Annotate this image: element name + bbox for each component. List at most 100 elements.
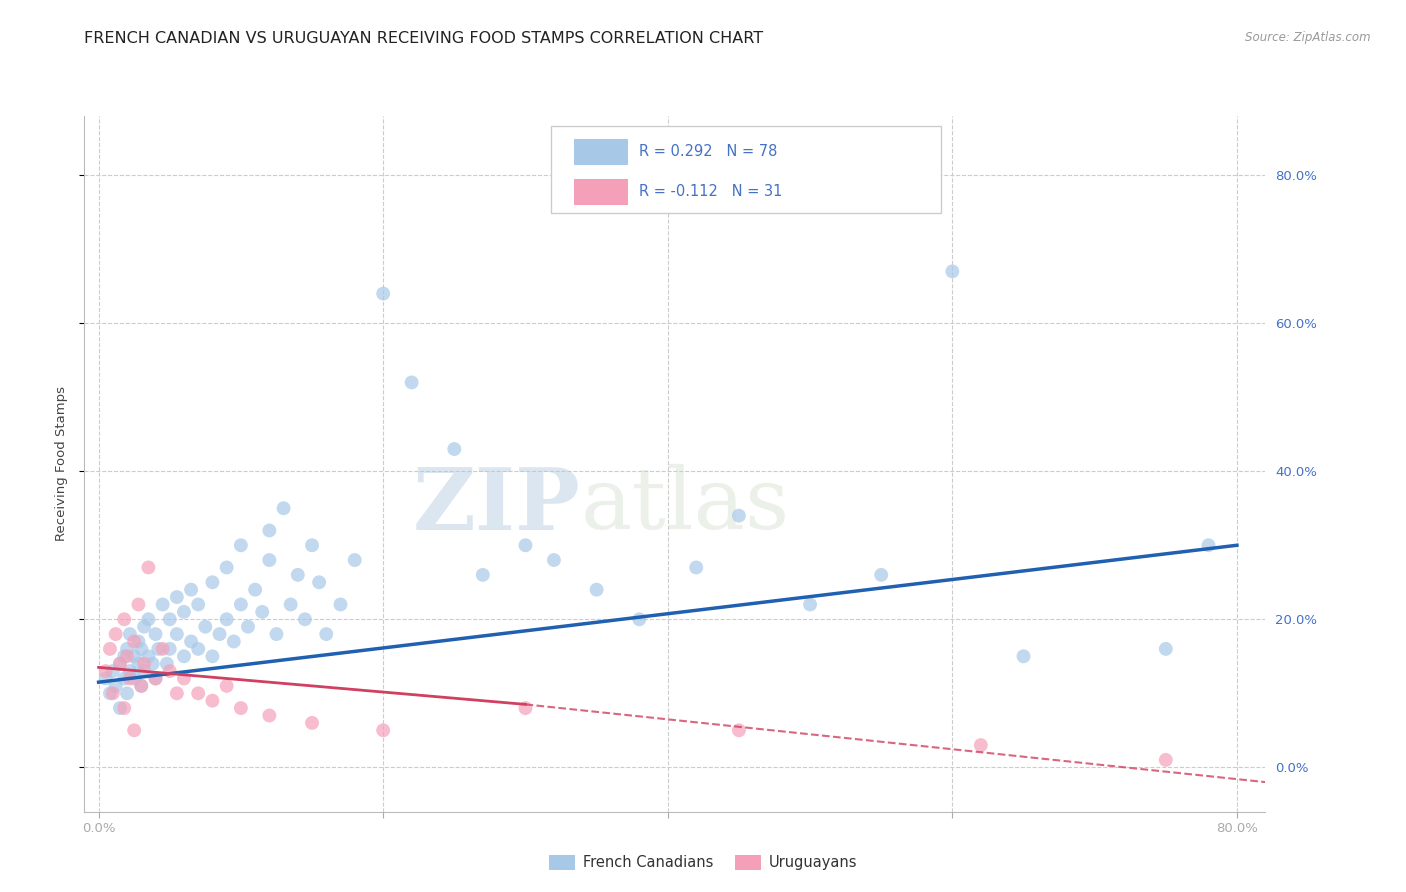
- Point: [129, 641, 152, 656]
- Point: [115, 686, 138, 700]
- Point: [118, 664, 141, 678]
- Point: [112, 701, 135, 715]
- Point: [173, 649, 195, 664]
- Point: [127, 598, 149, 612]
- Point: [180, 634, 202, 648]
- Point: [215, 612, 238, 626]
- Point: [222, 634, 245, 648]
- Point: [118, 672, 141, 686]
- Point: [173, 672, 195, 686]
- Point: [543, 553, 565, 567]
- Point: [180, 582, 202, 597]
- Point: [98, 641, 121, 656]
- Point: [134, 664, 156, 678]
- Point: [471, 567, 494, 582]
- Point: [101, 686, 124, 700]
- Point: [315, 627, 337, 641]
- Point: [343, 553, 366, 567]
- Point: [138, 560, 160, 574]
- Point: [585, 582, 607, 597]
- Point: [194, 620, 217, 634]
- Point: [201, 649, 224, 664]
- Point: [122, 672, 145, 686]
- Point: [159, 612, 181, 626]
- Point: [166, 686, 188, 700]
- Point: [259, 708, 281, 723]
- Point: [273, 501, 295, 516]
- Point: [115, 641, 138, 656]
- Point: [156, 657, 179, 671]
- Bar: [575, 139, 627, 165]
- Point: [94, 664, 117, 678]
- Text: R = -0.112   N = 31: R = -0.112 N = 31: [640, 185, 783, 200]
- Point: [728, 508, 751, 523]
- Point: [129, 679, 152, 693]
- Point: [112, 649, 135, 664]
- Point: [127, 657, 149, 671]
- Point: [373, 286, 395, 301]
- Point: [166, 590, 188, 604]
- Point: [208, 627, 231, 641]
- Point: [799, 598, 821, 612]
- Point: [134, 657, 156, 671]
- Text: ZIP: ZIP: [412, 464, 581, 548]
- Point: [112, 612, 135, 626]
- Point: [294, 612, 316, 626]
- Point: [685, 560, 707, 574]
- Point: [443, 442, 465, 456]
- Point: [101, 664, 124, 678]
- Point: [138, 612, 160, 626]
- Point: [187, 598, 209, 612]
- Point: [108, 657, 131, 671]
- Point: [280, 598, 302, 612]
- Point: [108, 657, 131, 671]
- Point: [187, 641, 209, 656]
- Point: [329, 598, 352, 612]
- Point: [129, 679, 152, 693]
- Point: [628, 612, 651, 626]
- Y-axis label: Receiving Food Stamps: Receiving Food Stamps: [55, 386, 67, 541]
- Point: [515, 538, 537, 552]
- Point: [159, 664, 181, 678]
- Point: [145, 627, 167, 641]
- Point: [187, 686, 209, 700]
- Point: [515, 701, 537, 715]
- Point: [201, 575, 224, 590]
- Point: [104, 679, 127, 693]
- Point: [1198, 538, 1220, 552]
- Point: [115, 649, 138, 664]
- Point: [301, 715, 323, 730]
- Point: [152, 641, 174, 656]
- Point: [229, 701, 252, 715]
- Point: [266, 627, 288, 641]
- Text: atlas: atlas: [581, 464, 790, 547]
- Point: [259, 524, 281, 538]
- Point: [104, 627, 127, 641]
- Point: [118, 627, 141, 641]
- Point: [134, 620, 156, 634]
- Point: [229, 598, 252, 612]
- Point: [301, 538, 323, 552]
- Point: [159, 641, 181, 656]
- Text: R = 0.292   N = 78: R = 0.292 N = 78: [640, 145, 778, 160]
- Point: [870, 567, 893, 582]
- Point: [148, 641, 170, 656]
- Bar: [575, 178, 627, 205]
- Point: [98, 686, 121, 700]
- Point: [373, 723, 395, 738]
- Point: [236, 620, 259, 634]
- Point: [145, 672, 167, 686]
- Point: [970, 738, 993, 752]
- Point: [259, 553, 281, 567]
- Point: [122, 723, 145, 738]
- Point: [215, 679, 238, 693]
- Point: [1012, 649, 1035, 664]
- Point: [112, 672, 135, 686]
- Text: FRENCH CANADIAN VS URUGUAYAN RECEIVING FOOD STAMPS CORRELATION CHART: FRENCH CANADIAN VS URUGUAYAN RECEIVING F…: [84, 31, 763, 46]
- Point: [127, 634, 149, 648]
- Point: [94, 672, 117, 686]
- Point: [401, 376, 423, 390]
- Point: [1154, 753, 1177, 767]
- FancyBboxPatch shape: [551, 127, 941, 213]
- Point: [173, 605, 195, 619]
